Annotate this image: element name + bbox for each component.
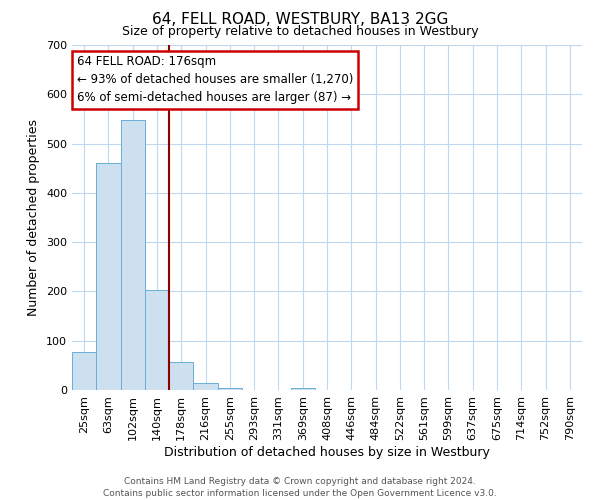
Bar (290, 388, 315, 390)
Bar (145, 290, 169, 390)
Bar (169, 362, 193, 390)
Bar (96, 164, 121, 390)
X-axis label: Distribution of detached houses by size in Westbury: Distribution of detached houses by size … (164, 446, 490, 458)
Text: 64 FELL ROAD: 176sqm
← 93% of detached houses are smaller (1,270)
6% of semi-det: 64 FELL ROAD: 176sqm ← 93% of detached h… (77, 56, 353, 104)
Text: Contains HM Land Registry data © Crown copyright and database right 2024.
Contai: Contains HM Land Registry data © Crown c… (103, 476, 497, 498)
Y-axis label: Number of detached properties: Number of detached properties (28, 119, 40, 316)
Bar (121, 120, 145, 390)
Bar (218, 388, 242, 390)
Text: Size of property relative to detached houses in Westbury: Size of property relative to detached ho… (122, 25, 478, 38)
Bar (193, 382, 218, 390)
Bar (72, 352, 96, 390)
Text: 64, FELL ROAD, WESTBURY, BA13 2GG: 64, FELL ROAD, WESTBURY, BA13 2GG (152, 12, 448, 28)
